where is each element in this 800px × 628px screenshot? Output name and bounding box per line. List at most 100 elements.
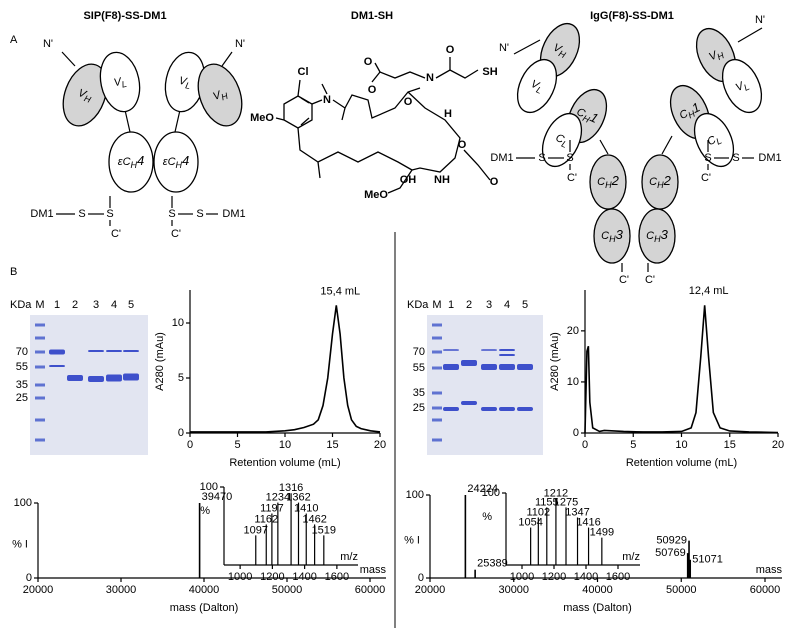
marker-band bbox=[35, 323, 45, 327]
peak-label: 1347 bbox=[565, 506, 589, 518]
marker-band bbox=[432, 336, 442, 340]
connector bbox=[737, 27, 763, 43]
domain: VL bbox=[99, 51, 141, 113]
atom-label: OH bbox=[400, 174, 417, 186]
protein-band bbox=[123, 373, 139, 381]
domain-label: CL bbox=[706, 132, 724, 151]
peak-label: 1097 bbox=[244, 524, 268, 536]
domain-label: VH bbox=[550, 42, 569, 61]
x-tick-label: 20000 bbox=[415, 584, 446, 596]
y-tick-label: 100 bbox=[200, 481, 218, 493]
x-tick-label: 50000 bbox=[272, 584, 303, 596]
gel-lane-label: 1 bbox=[54, 299, 60, 311]
x-tick-label: 1600 bbox=[325, 571, 349, 583]
marker-band bbox=[35, 350, 45, 354]
domain-shape bbox=[197, 63, 243, 127]
linker-text: S bbox=[538, 152, 545, 164]
atom-label: O bbox=[490, 176, 499, 188]
marker-band bbox=[432, 418, 442, 422]
peak-label: 1102 bbox=[526, 506, 550, 518]
peak-label: 1519 bbox=[312, 524, 336, 536]
protein-band bbox=[499, 349, 515, 351]
peak-label: 1162 bbox=[254, 513, 278, 525]
y-tick-label: 20 bbox=[567, 325, 579, 337]
domain-label: CH3 bbox=[601, 227, 623, 244]
diagram-title: SIP(F8)-SS-DM1 bbox=[83, 10, 166, 22]
domain-sub: H bbox=[581, 113, 592, 125]
domain-sub: H bbox=[654, 234, 661, 244]
domain-label: CH2 bbox=[597, 173, 619, 190]
protein-band bbox=[517, 407, 533, 411]
domain-label: εCH4 bbox=[163, 153, 190, 170]
linker-text: S bbox=[196, 208, 203, 220]
domain-sub: H bbox=[605, 180, 612, 190]
domain-tail: 3 bbox=[616, 227, 624, 242]
linker-text: S bbox=[704, 152, 711, 164]
c-terminus: C' bbox=[111, 228, 121, 240]
domain-shape bbox=[62, 63, 108, 127]
linker-text: DM1 bbox=[758, 152, 781, 164]
domain-shape bbox=[541, 112, 583, 168]
peak-label: 1410 bbox=[294, 502, 318, 514]
x-tick-label: 30000 bbox=[498, 584, 529, 596]
protein-band bbox=[88, 376, 104, 382]
linker-text: S bbox=[168, 208, 175, 220]
protein-band bbox=[481, 407, 497, 411]
gel-lane-label: 5 bbox=[128, 299, 134, 311]
gel-marker-label: 55 bbox=[16, 361, 28, 373]
domain-label: VL bbox=[734, 78, 751, 96]
protein-band bbox=[88, 350, 104, 352]
connector bbox=[61, 51, 76, 67]
domain-shape bbox=[99, 51, 141, 113]
gel-marker-label: 35 bbox=[16, 379, 28, 391]
y-tick-label: 100 bbox=[482, 487, 500, 499]
y-tick-label: 100 bbox=[406, 489, 424, 501]
connector bbox=[124, 109, 131, 133]
domain-label: εCH4 bbox=[118, 153, 145, 170]
marker-band bbox=[432, 366, 442, 370]
protein-band bbox=[443, 407, 459, 411]
marker-band bbox=[35, 418, 45, 422]
domain: CL bbox=[693, 112, 735, 168]
peak-label: 50769 bbox=[655, 547, 686, 559]
domain: CH2 bbox=[641, 154, 679, 210]
domain-shape bbox=[516, 58, 558, 114]
x-tick-label: 1200 bbox=[542, 571, 566, 583]
atom-label: Cl bbox=[298, 66, 309, 78]
gel-lane-label: 3 bbox=[486, 299, 492, 311]
x-tick-label: 50000 bbox=[666, 584, 697, 596]
c-terminus: C' bbox=[567, 172, 577, 184]
x-tick-label: 10 bbox=[279, 439, 291, 451]
marker-band bbox=[432, 391, 442, 395]
domain-shape bbox=[593, 208, 631, 264]
gel-lane-label: 4 bbox=[504, 299, 510, 311]
linker-text: DM1 bbox=[30, 208, 53, 220]
y-axis-label: % I bbox=[12, 538, 28, 550]
marker-band bbox=[35, 438, 45, 442]
c-terminus: C' bbox=[619, 274, 629, 286]
marker-band bbox=[432, 406, 442, 410]
gel-lane-label: 3 bbox=[93, 299, 99, 311]
marker-band bbox=[35, 396, 45, 400]
atom-label: MeO bbox=[250, 112, 274, 124]
domain-main: C bbox=[597, 176, 605, 188]
peak-annotation: 15,4 mL bbox=[320, 285, 360, 297]
gel-marker-lane-label: M bbox=[35, 299, 44, 311]
x-tick-label: 1000 bbox=[228, 571, 252, 583]
protein-band bbox=[461, 401, 477, 405]
domain: VL bbox=[721, 58, 763, 114]
x-axis-label: Retention volume (mL) bbox=[626, 457, 737, 469]
y-tick-label: 5 bbox=[178, 372, 184, 384]
atom-label: O bbox=[446, 44, 455, 56]
domain-label: VL bbox=[528, 78, 545, 96]
gel-lane-label: 1 bbox=[448, 299, 454, 311]
x-tick-label: 5 bbox=[630, 439, 636, 451]
gel-unit-label: KDa bbox=[10, 299, 32, 311]
protein-band bbox=[67, 375, 83, 381]
marker-band bbox=[35, 365, 45, 369]
domain-label: CL bbox=[553, 132, 571, 151]
x-tick-label: 1400 bbox=[574, 571, 598, 583]
marker-band bbox=[35, 383, 45, 387]
peak-label: 1462 bbox=[302, 513, 326, 525]
gel-marker-label: 70 bbox=[413, 346, 425, 358]
